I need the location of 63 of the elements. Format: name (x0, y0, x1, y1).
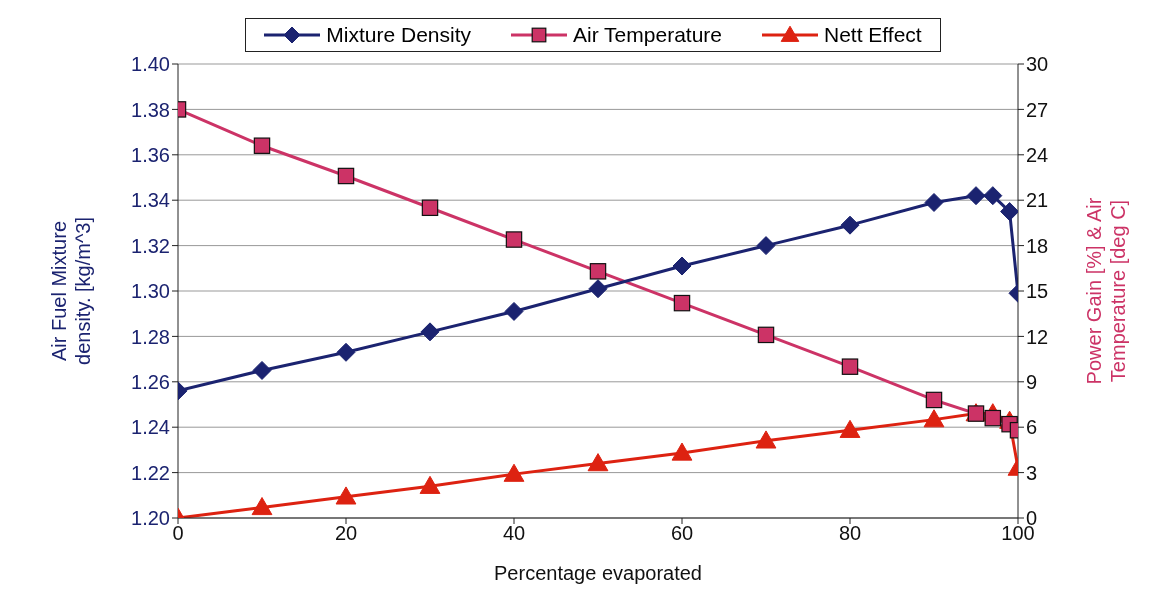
point (839, 419, 861, 438)
y-tick-label: 1.34 (131, 189, 170, 212)
y-tick-label: 1.28 (131, 325, 170, 348)
y2-axis-title: Power Gain [%] & Air Temperature [deg C] (1083, 197, 1129, 385)
y-tick-label: 1.20 (131, 507, 170, 530)
point (755, 430, 777, 449)
x-tick-label: 40 (502, 522, 526, 545)
x-tick-label: 80 (838, 522, 862, 545)
legend-label: Mixture Density (325, 23, 471, 47)
legend-label: Air Temperature (572, 23, 723, 47)
point (421, 199, 439, 217)
point (757, 326, 775, 344)
y2-tick-label: 27 (1026, 98, 1049, 121)
y-tick-label: 1.22 (131, 461, 170, 484)
y2-tick-label: 21 (1026, 189, 1049, 212)
point (588, 279, 608, 299)
point (252, 360, 272, 380)
x-axis-title: Percentage evaporated (494, 562, 702, 584)
x-tick-label: 0 (172, 522, 184, 545)
point (420, 322, 440, 342)
point (335, 486, 357, 505)
point (923, 409, 945, 428)
point (336, 342, 356, 362)
point (841, 358, 859, 375)
x-tick-label: 60 (670, 522, 694, 545)
y-tick-label: 1.40 (131, 53, 170, 76)
y2-tick-label: 18 (1026, 234, 1049, 257)
y-tick-label: 1.32 (131, 234, 170, 257)
point (1000, 202, 1018, 222)
y-tick-label: 1.36 (131, 143, 170, 166)
point (756, 236, 776, 256)
y-axis-title: Air Fuel Mixture density. [kg/m^3] (48, 217, 94, 365)
y2-tick-label: 6 (1026, 416, 1038, 439)
y2-tick-label: 24 (1026, 143, 1049, 166)
point (503, 463, 525, 482)
point (589, 263, 607, 280)
point (673, 294, 691, 312)
legend-label: Nett Effect (823, 23, 922, 47)
point (253, 137, 271, 154)
point (966, 186, 986, 206)
point (924, 192, 944, 212)
point (925, 391, 943, 409)
point (337, 167, 355, 185)
y-tick-label: 1.26 (131, 370, 170, 393)
y2-tick-label: 15 (1026, 280, 1049, 303)
y-tick-label: 1.30 (131, 280, 170, 303)
point (671, 442, 693, 461)
x-tick-label: 20 (334, 522, 358, 545)
y2-tick-label: 9 (1026, 370, 1038, 393)
point (672, 256, 692, 276)
point (251, 497, 273, 516)
y2-tick-label: 3 (1026, 461, 1038, 484)
y-tick-label: 1.24 (131, 416, 170, 439)
point (505, 231, 523, 248)
y-tick-label: 1.38 (131, 98, 170, 121)
point (504, 301, 524, 321)
point (983, 186, 1003, 206)
point (419, 475, 441, 494)
y2-tick-label: 30 (1026, 53, 1049, 76)
point (840, 215, 860, 235)
y2-tick-label: 12 (1026, 325, 1049, 348)
point (587, 453, 609, 472)
point (984, 409, 1002, 427)
